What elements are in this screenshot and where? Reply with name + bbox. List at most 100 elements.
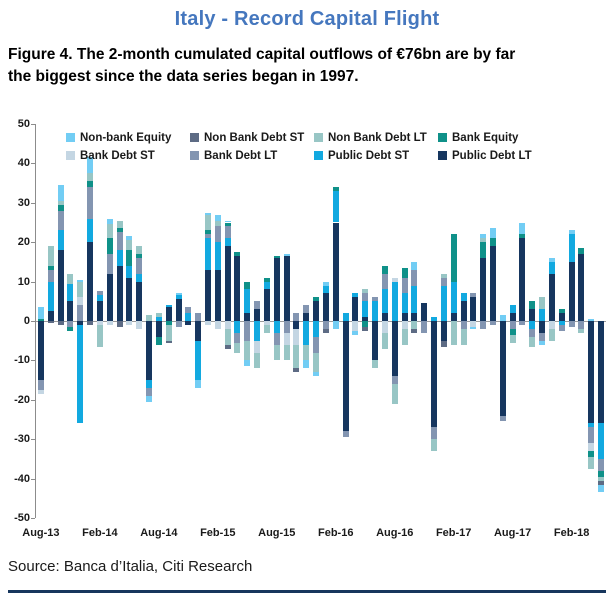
bar-segment [244,340,251,361]
bar-segment [322,321,329,329]
x-tick-label: Aug-16 [376,527,414,539]
bar-segment [116,228,123,233]
bar-segment [47,321,54,323]
bar-segment [440,321,447,341]
bar-segment [244,321,251,341]
bar-segment [381,265,388,274]
bar-segment [431,439,438,451]
bar-segment [106,254,113,274]
legend-label: Public Debt LT [452,150,532,162]
bar-segment [195,340,202,381]
y-axis-tick [31,124,35,125]
y-axis-line [35,124,36,518]
figure-caption-line1: Figure 4. The 2-month cumulated capital … [8,46,516,63]
bar-segment [322,285,329,294]
bar-segment [293,368,300,373]
bar-segment [421,321,428,333]
bar-segment [362,326,369,331]
bar-segment [195,321,202,341]
bar-segment [224,222,231,227]
bar-segment [77,281,84,298]
bar-segment [116,232,123,251]
bar-segment [204,212,211,215]
bar-segment [332,190,339,223]
bar-segment [401,328,408,345]
zero-gridline [36,321,606,322]
bar-segment [509,313,516,321]
bar-segment [214,220,221,227]
bar-segment [332,321,339,329]
bar-segment [185,313,192,321]
bar-segment [313,336,320,353]
bar-segment [539,332,546,341]
bar-segment [67,326,74,331]
bar-segment [136,246,143,254]
legend-swatch [314,133,323,142]
bar-segment [214,269,221,321]
bar-segment [204,321,211,325]
bar-segment [313,297,320,302]
bar-segment [37,307,44,320]
bar-segment [126,321,133,325]
bar-segment [529,309,536,321]
bar-segment [57,204,64,211]
legend-label: Non Bank Debt ST [204,132,305,144]
bar-segment [499,315,506,321]
bar-segment [254,340,261,353]
bar-segment [489,238,496,247]
bar-segment [87,173,94,182]
bar-segment [411,328,418,333]
bar-segment [450,281,457,314]
x-tick-label: Feb-15 [200,527,236,539]
bar-segment [244,281,251,290]
bar-segment [391,376,398,385]
bar-segment [391,281,398,321]
legend-swatch [314,151,323,160]
bar-segment [165,307,172,321]
bar-segment [57,200,64,205]
bar-segment [372,301,379,321]
y-tick-label: 40 [17,157,30,170]
bar-segment [352,293,359,298]
bar-segment [529,321,536,329]
bar-segment [77,324,84,424]
bar-segment [480,257,487,321]
bar-segment [57,230,64,251]
bar-segment [303,344,310,361]
bar-segment [57,210,64,231]
bar-segment [283,332,290,345]
legend-item: Public Debt ST [314,146,409,162]
bar-segment [106,321,113,325]
bar-segment [529,336,536,347]
bar-segment [116,250,123,266]
bar-segment [381,273,388,290]
bar-segment [136,254,143,258]
bar-segment [244,289,251,314]
bar-segment [67,273,74,284]
bar-segment [381,313,388,321]
bar-segment [519,222,526,235]
bar-segment [57,185,64,201]
bar-segment [303,360,310,369]
y-axis-tick [31,163,35,165]
bar-segment [283,321,290,333]
bar-segment [254,352,261,369]
x-tick-label: Feb-17 [435,527,472,539]
y-axis-tick [31,242,35,244]
bar-segment [470,293,477,298]
bar-segment [362,301,369,318]
bar-segment [165,321,172,325]
y-axis-tick [31,321,35,322]
bar-segment [146,395,153,402]
bar-segment [509,305,516,314]
bar-segment [293,328,300,345]
bar-segment [401,313,408,321]
y-tick-label: -20 [14,393,30,406]
bar-segment [480,321,487,329]
bar-segment [588,319,595,321]
bar-segment [332,187,339,191]
bar-segment [588,451,595,457]
bar-segment [598,470,605,477]
bar-segment [598,423,605,459]
bar-segment [480,242,487,258]
